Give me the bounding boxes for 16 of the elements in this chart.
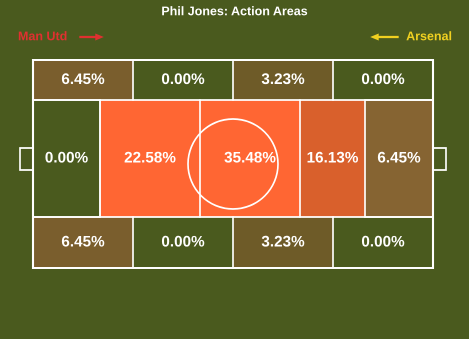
data-label: 6.45% (62, 236, 104, 247)
text: Man Utd (18, 31, 66, 40)
data-label: 6.45% (62, 73, 104, 84)
text: Phil Jones: Action Areas (162, 6, 308, 16)
data-label: 6.45% (378, 152, 420, 163)
data-label: 0.00% (362, 73, 404, 84)
data-label: 16.13% (308, 152, 358, 163)
data-label: 22.58% (124, 152, 176, 163)
data-label: 3.23% (262, 236, 304, 247)
text: Arsenal (406, 31, 452, 40)
data-label: 35.48% (224, 152, 276, 163)
data-label: 3.23% (262, 73, 304, 84)
data-label: 0.00% (162, 236, 204, 247)
data-label: 0.00% (45, 152, 88, 163)
data-label: 0.00% (162, 73, 204, 84)
data-label: 0.00% (362, 236, 404, 247)
